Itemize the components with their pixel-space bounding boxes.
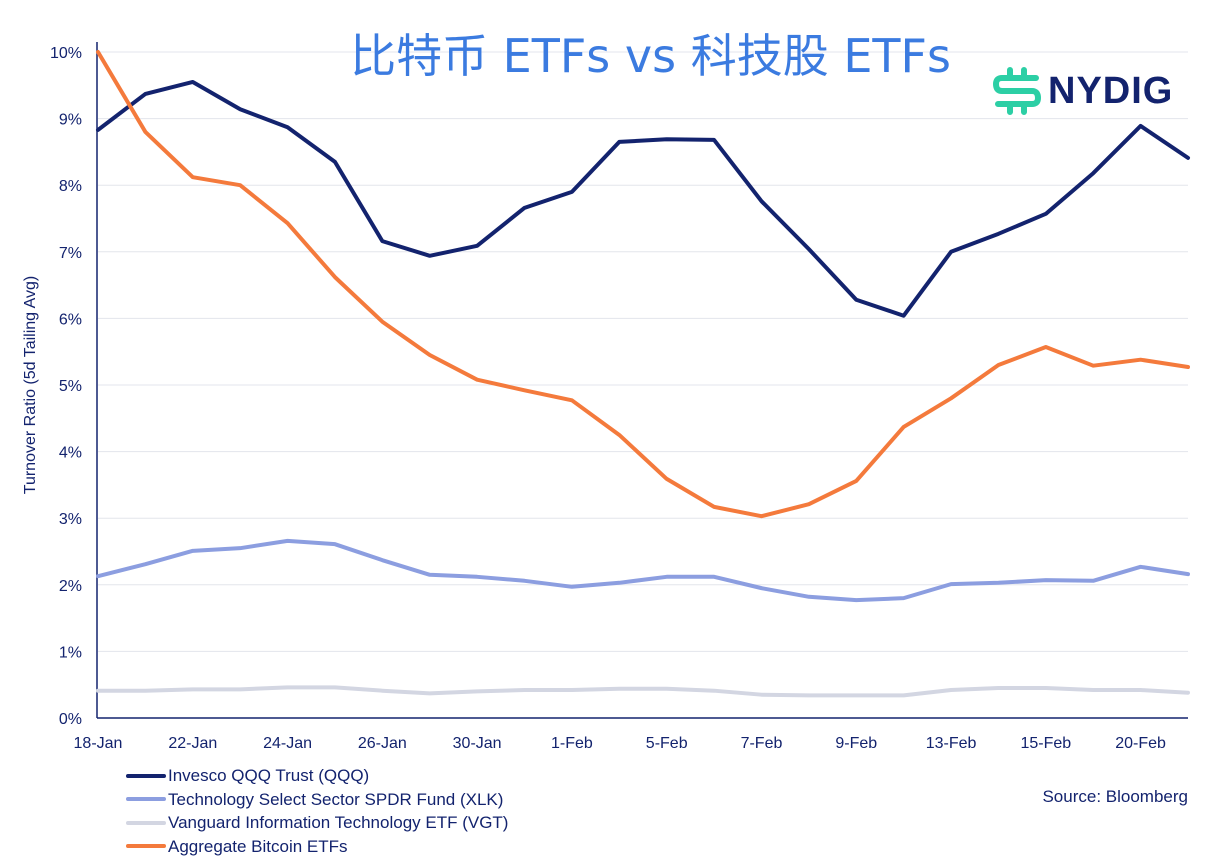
logo-text: NYDIG — [1048, 69, 1174, 112]
chart-title: 比特币 ETFs vs 科技股 ETFs — [350, 29, 951, 83]
legend-label: Vanguard Information Technology ETF (VGT… — [168, 813, 509, 832]
legend-swatch — [126, 797, 166, 802]
nydig-logo: NYDIG — [992, 66, 1173, 116]
legend-item-bitcoin: Aggregate Bitcoin ETFs — [126, 835, 508, 858]
y-tick-label: 10% — [50, 45, 82, 62]
legend-swatch — [126, 773, 166, 778]
y-tick-label: 7% — [59, 245, 82, 262]
x-tick-label: 26-Jan — [358, 735, 407, 752]
x-tick-label: 30-Jan — [453, 735, 502, 752]
y-tick-label: 6% — [59, 311, 82, 328]
x-tick-label: 18-Jan — [74, 735, 123, 752]
legend-label: Invesco QQQ Trust (QQQ) — [168, 766, 370, 785]
x-tick-label: 15-Feb — [1020, 735, 1071, 752]
x-tick-label: 13-Feb — [926, 735, 977, 752]
legend-label: Technology Select Sector SPDR Fund (XLK) — [168, 789, 504, 809]
y-axis-label: Turnover Ratio (5d Tailing Avg) — [22, 276, 39, 494]
x-tick-label: 24-Jan — [263, 735, 312, 752]
y-tick-label: 4% — [59, 445, 82, 462]
legend-item-xlk: Technology Select Sector SPDR Fund (XLK) — [126, 788, 508, 812]
y-tick-label: 5% — [59, 378, 82, 395]
y-tick-label: 3% — [59, 511, 82, 528]
legend-label: Aggregate Bitcoin ETFs — [168, 836, 348, 856]
source-note: Source: Bloomberg — [1042, 787, 1188, 806]
y-tick-label: 0% — [59, 711, 82, 728]
y-tick-label: 1% — [59, 644, 82, 661]
x-tick-label: 7-Feb — [741, 735, 783, 752]
x-tick-label: 20-Feb — [1115, 735, 1166, 752]
x-tick-label: 22-Jan — [168, 735, 217, 752]
series-line-0 — [96, 79, 1190, 318]
x-tick-label: 9-Feb — [835, 735, 877, 752]
legend-item-qqq: Invesco QQQ Trust (QQQ) — [126, 764, 508, 788]
series-line-2 — [96, 685, 1190, 698]
legend: Invesco QQQ Trust (QQQ) Technology Selec… — [126, 764, 508, 858]
legend-item-vgt: Vanguard Information Technology ETF (VGT… — [126, 811, 508, 835]
nydig-logo-icon — [992, 67, 1042, 115]
series-line-1 — [96, 538, 1190, 603]
x-tick-label: 5-Feb — [646, 735, 688, 752]
y-tick-label: 9% — [59, 112, 82, 129]
legend-swatch — [126, 820, 166, 825]
y-tick-label: 2% — [59, 578, 82, 595]
x-tick-label: 1-Feb — [551, 735, 593, 752]
y-tick-label: 8% — [59, 178, 82, 195]
series-line-3 — [96, 50, 1190, 519]
legend-swatch — [126, 844, 166, 849]
